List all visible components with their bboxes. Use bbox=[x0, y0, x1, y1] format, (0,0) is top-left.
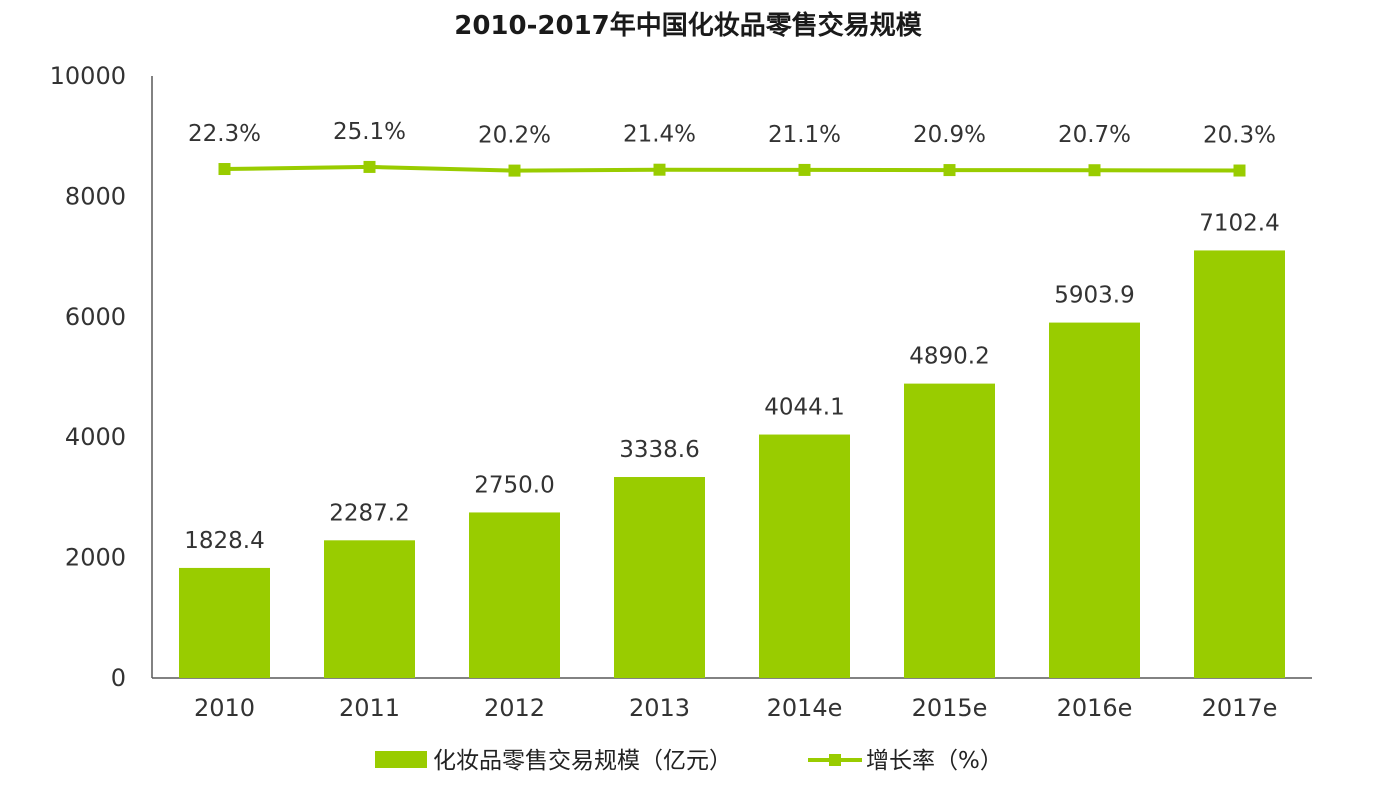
x-tick-label: 2017e bbox=[1202, 694, 1278, 722]
x-tick-label: 2016e bbox=[1057, 694, 1133, 722]
bar-value-label: 3338.6 bbox=[619, 437, 699, 463]
growth-value-label: 20.2% bbox=[478, 123, 551, 149]
bar-value-label: 1828.4 bbox=[184, 528, 264, 554]
y-tick-label: 6000 bbox=[65, 303, 126, 331]
x-tick-label: 2014e bbox=[767, 694, 843, 722]
x-axis: 2010 2011 2012 2013 2014e 2015e 2016e 2017e bbox=[152, 677, 1312, 722]
bar bbox=[1049, 322, 1140, 678]
x-tick-label: 2015e bbox=[912, 694, 988, 722]
growth-point bbox=[218, 163, 231, 176]
x-tick-label: 2011 bbox=[339, 694, 400, 722]
growth-value-label: 20.3% bbox=[1203, 123, 1276, 149]
y-axis: 0 2000 4000 6000 8000 10000 bbox=[50, 62, 153, 692]
y-tick-label: 10000 bbox=[50, 62, 126, 90]
bar bbox=[469, 512, 560, 678]
bar-series bbox=[179, 250, 1285, 678]
bar-value-label: 7102.4 bbox=[1199, 210, 1279, 236]
growth-point bbox=[943, 164, 956, 177]
bar bbox=[1194, 250, 1285, 678]
bar-value-label: 2287.2 bbox=[329, 500, 409, 526]
bar-value-label: 4044.1 bbox=[764, 395, 844, 421]
x-tick-label: 2010 bbox=[194, 694, 255, 722]
y-tick-label: 4000 bbox=[65, 423, 126, 451]
x-tick-label: 2013 bbox=[629, 694, 690, 722]
legend-bar-label: 化妆品零售交易规模（亿元） bbox=[433, 748, 732, 774]
growth-point bbox=[508, 164, 521, 177]
legend-bar-swatch bbox=[375, 751, 427, 768]
bar bbox=[614, 477, 705, 678]
bar bbox=[324, 540, 415, 678]
bar bbox=[904, 383, 995, 678]
growth-point bbox=[1233, 164, 1246, 177]
growth-point bbox=[798, 163, 811, 176]
growth-value-label: 25.1% bbox=[333, 119, 406, 145]
line-data-labels: 22.3% 25.1% 20.2% 21.4% 21.1% 20.9% 20.7% 20.3% bbox=[188, 119, 1276, 149]
growth-point bbox=[363, 160, 376, 173]
growth-value-label: 20.7% bbox=[1058, 122, 1131, 148]
growth-line bbox=[224, 164, 1240, 173]
y-tick-label: 2000 bbox=[65, 544, 126, 572]
line-series bbox=[218, 160, 1246, 177]
legend: 化妆品零售交易规模（亿元） 增长率（%） bbox=[375, 748, 1003, 774]
x-tick-label: 2012 bbox=[484, 694, 545, 722]
chart-title: 2010-2017年中国化妆品零售交易规模 bbox=[454, 10, 923, 41]
bar bbox=[759, 434, 850, 678]
growth-point bbox=[653, 163, 666, 176]
bar-value-label: 4890.2 bbox=[909, 344, 989, 370]
growth-point bbox=[1088, 164, 1101, 177]
y-tick-label: 8000 bbox=[65, 182, 126, 210]
growth-value-label: 20.9% bbox=[913, 122, 986, 148]
legend-line-marker bbox=[829, 754, 841, 766]
growth-value-label: 22.3% bbox=[188, 121, 261, 147]
legend-line-label: 增长率（%） bbox=[866, 748, 1003, 774]
bar-value-label: 2750.0 bbox=[474, 472, 554, 498]
growth-value-label: 21.1% bbox=[768, 122, 841, 148]
growth-value-label: 21.4% bbox=[623, 122, 696, 148]
bar-data-labels: 1828.4 2287.2 2750.0 3338.6 4044.1 4890.2 5903… bbox=[184, 210, 1279, 553]
bar bbox=[179, 567, 270, 678]
y-tick-label: 0 bbox=[111, 664, 126, 692]
bar-value-label: 5903.9 bbox=[1054, 283, 1134, 309]
